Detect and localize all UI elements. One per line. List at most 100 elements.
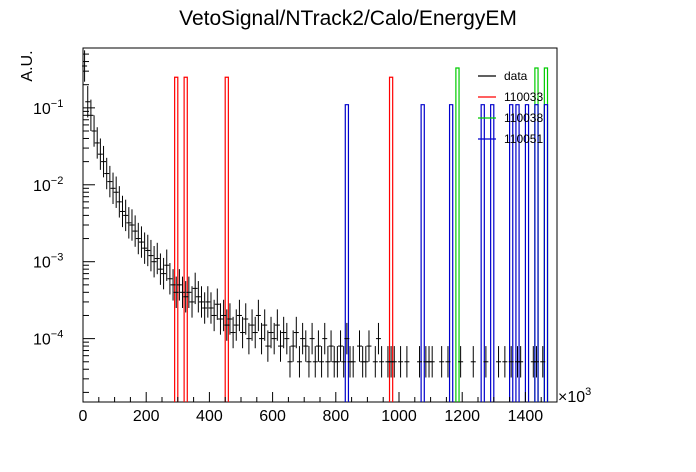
data-point xyxy=(104,157,110,190)
data-point xyxy=(262,309,268,341)
histogram-bar xyxy=(480,104,485,402)
x-tick-label: 1200 xyxy=(444,408,480,425)
data-point xyxy=(328,330,334,362)
data-point xyxy=(236,299,242,332)
legend-item: 110038 xyxy=(478,111,543,125)
y-tick-exponent: −1 xyxy=(51,98,64,110)
data-point xyxy=(192,272,198,305)
data-point xyxy=(211,299,217,332)
data-point xyxy=(445,346,451,378)
data-point xyxy=(154,242,160,275)
data-point xyxy=(132,215,138,247)
data-point xyxy=(243,303,249,335)
data-point xyxy=(126,207,132,239)
data-point xyxy=(217,303,223,335)
histogram-bar xyxy=(509,104,514,402)
data-point xyxy=(300,322,306,355)
data-point xyxy=(167,263,173,295)
histogram-bar xyxy=(490,104,495,402)
legend-label: 110038 xyxy=(504,111,543,125)
data-point xyxy=(255,299,261,332)
data-point xyxy=(265,330,271,362)
data-point xyxy=(350,346,356,378)
data-point xyxy=(186,276,192,309)
data-point xyxy=(271,322,277,355)
data-point xyxy=(281,316,287,349)
legend-label: 110051 xyxy=(504,132,543,146)
y-tick-label: 10−2 xyxy=(33,175,63,195)
data-point xyxy=(176,269,182,301)
data-point xyxy=(94,127,100,159)
legend-label: data xyxy=(504,69,528,83)
data-point xyxy=(496,346,502,378)
data-point xyxy=(375,322,381,355)
data-point xyxy=(252,316,258,349)
data-point xyxy=(116,186,122,218)
data-point xyxy=(88,99,94,132)
data-point xyxy=(97,138,103,170)
histogram-bar xyxy=(344,104,350,402)
x-tick-label: 1400 xyxy=(508,408,544,425)
data-point xyxy=(180,276,186,309)
y-tick-base: 10 xyxy=(33,255,51,272)
data-point xyxy=(129,209,135,241)
data-point xyxy=(202,292,208,324)
y-tick-label: 10−3 xyxy=(33,252,63,272)
chart-title: VetoSignal/NTrack2/Calo/EnergyEM xyxy=(179,7,517,30)
data-point xyxy=(107,165,113,198)
histogram-bar xyxy=(515,104,520,402)
data-point xyxy=(120,195,125,228)
y-tick-base: 10 xyxy=(33,178,51,195)
x-tick-label: 0 xyxy=(79,408,88,425)
data-point xyxy=(338,330,344,362)
data-point xyxy=(205,286,211,318)
x-tick-label: 1000 xyxy=(381,408,417,425)
histogram-bar xyxy=(183,76,188,402)
data-point xyxy=(123,199,129,232)
legend-item: 110033 xyxy=(478,90,543,104)
data-point xyxy=(91,115,97,147)
data-point xyxy=(259,322,265,355)
data-point xyxy=(319,346,325,378)
data-point xyxy=(315,330,321,362)
data-point xyxy=(344,322,350,355)
data-point xyxy=(148,239,154,272)
data-point xyxy=(296,346,302,378)
data-point xyxy=(502,346,508,378)
data-point xyxy=(101,145,107,178)
y-tick-exponent: −4 xyxy=(51,329,64,341)
data-point xyxy=(170,269,176,301)
data-point xyxy=(161,257,167,290)
data-point xyxy=(306,346,312,378)
data-point xyxy=(183,281,189,313)
data-point xyxy=(518,346,524,378)
data-point xyxy=(483,346,489,378)
data-point xyxy=(145,234,151,267)
data-point xyxy=(334,346,340,378)
data-point xyxy=(417,346,423,378)
data-point xyxy=(287,346,293,378)
y-tick-label: 10−1 xyxy=(33,98,63,118)
data-point xyxy=(363,346,369,378)
legend-label: 110033 xyxy=(504,90,543,104)
data-point xyxy=(189,286,195,318)
data-point xyxy=(293,316,299,349)
data-point xyxy=(284,322,290,355)
data-point xyxy=(303,330,309,362)
data-point xyxy=(439,346,445,378)
data-point xyxy=(322,322,328,355)
histogram-bar xyxy=(224,76,229,402)
y-tick-base: 10 xyxy=(33,332,51,349)
data-point xyxy=(278,330,283,362)
data-point xyxy=(309,322,315,355)
data-point xyxy=(458,346,464,378)
data-point xyxy=(429,346,435,378)
data-point xyxy=(249,309,255,341)
data-point xyxy=(142,232,148,264)
data-point xyxy=(268,316,274,349)
x-tick-label: 400 xyxy=(196,408,223,425)
data-point xyxy=(274,309,280,341)
data-point xyxy=(138,226,144,258)
x-tick-label: 800 xyxy=(322,408,349,425)
